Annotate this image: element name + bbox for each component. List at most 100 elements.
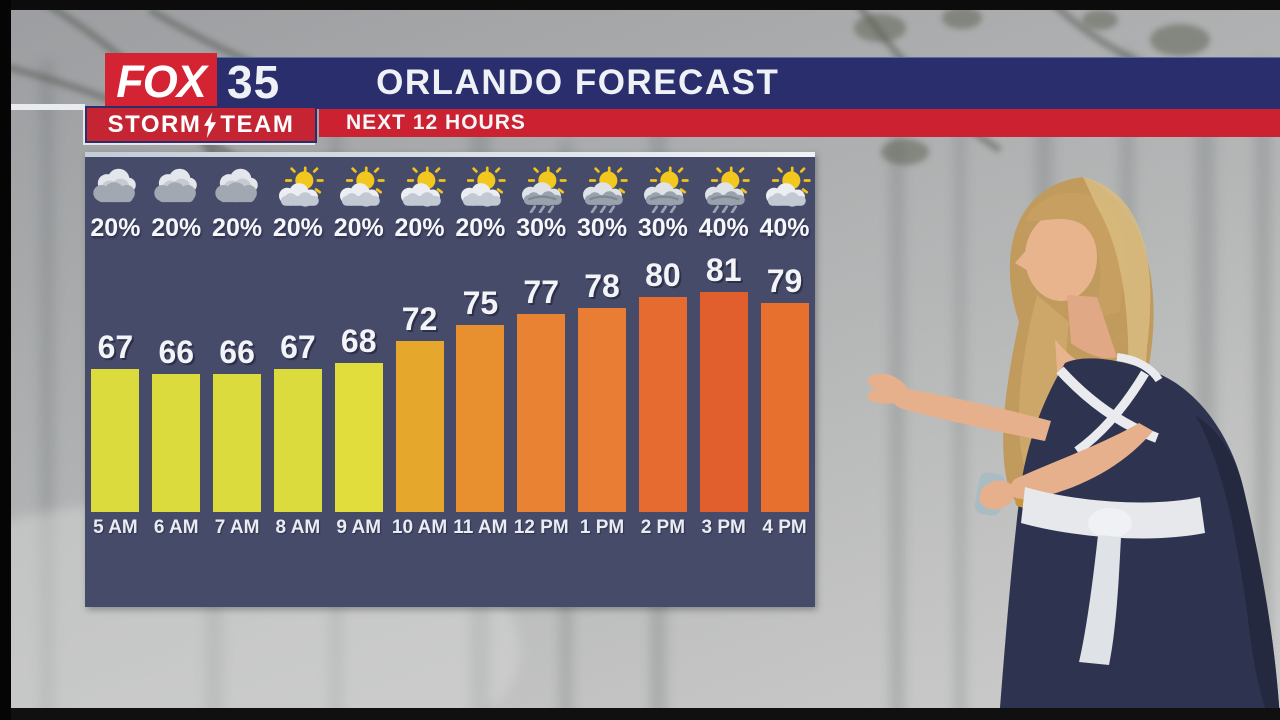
- bar-area: 75: [450, 246, 511, 512]
- fox-logo-text: FOX: [116, 56, 207, 107]
- bar-area: 81: [693, 246, 754, 512]
- time-label: 2 PM: [640, 517, 686, 538]
- precip-chance-label: 20%: [212, 214, 263, 242]
- forecast-column: 30% 78 1 PM: [572, 157, 633, 539]
- cloudy-icon: [147, 166, 205, 213]
- bar-area: 67: [85, 246, 146, 512]
- partly-sunny-icon: [391, 166, 449, 213]
- lightning-bolt-icon: [204, 111, 217, 138]
- partly-sunny-icon: [269, 166, 327, 213]
- team-label: TEAM: [220, 110, 295, 138]
- precip-chance-label: 30%: [637, 214, 688, 242]
- precip-chance-label: 20%: [333, 214, 384, 242]
- temperature-label: 68: [340, 323, 377, 359]
- forecast-panel: 20% 67 5 AM 20% 66 6 AM 20% 66 7 AM 20% 67 8 AM 20% 6…: [85, 152, 815, 607]
- sun-showers-icon: [573, 166, 631, 213]
- header-title-bar: 35 ORLANDO FORECAST: [217, 56, 1280, 109]
- temperature-label: 78: [584, 268, 620, 304]
- bar-area: 79: [754, 246, 815, 512]
- forecast-column: 30% 77 12 PM: [511, 157, 572, 539]
- time-label: 3 PM: [701, 517, 746, 538]
- sun-showers-icon: [512, 166, 570, 213]
- temperature-label: 77: [523, 274, 559, 310]
- forecast-column: 20% 68 9 AM: [328, 157, 389, 539]
- time-label: 5 AM: [93, 517, 138, 538]
- temperature-bar: [395, 341, 444, 512]
- temperature-bar: [760, 303, 809, 512]
- weather-presenter: [867, 177, 1280, 720]
- bar-area: 66: [146, 246, 207, 512]
- forecast-column: 20% 72 10 AM: [389, 157, 450, 539]
- temperature-label: 79: [766, 263, 803, 299]
- forecast-range-label: NEXT 12 HOURS: [346, 111, 526, 134]
- precip-chance-label: 20%: [151, 214, 202, 242]
- temperature-bar: [152, 374, 201, 512]
- panel-top-edge: [85, 152, 815, 157]
- temperature-bar: [638, 297, 687, 512]
- time-label: 11 AM: [453, 517, 508, 538]
- forecast-column: 20% 66 7 AM: [207, 157, 268, 539]
- letterbox-left: [0, 0, 11, 720]
- time-label: 7 AM: [214, 517, 260, 538]
- bar-area: 78: [572, 246, 633, 512]
- precip-chance-label: 30%: [577, 214, 628, 242]
- bar-area: 67: [267, 246, 328, 512]
- page-title: ORLANDO FORECAST: [376, 63, 780, 102]
- bar-area: 66: [207, 246, 268, 512]
- temperature-bar: [456, 325, 505, 512]
- temperature-label: 66: [219, 334, 255, 370]
- temperature-label: 72: [401, 301, 438, 337]
- forecast-column: 40% 79 4 PM: [754, 157, 815, 539]
- time-label: 8 AM: [275, 517, 321, 538]
- forecast-column: 20% 66 6 AM: [146, 157, 207, 539]
- time-label: 1 PM: [579, 517, 625, 538]
- precip-chance-label: 20%: [272, 214, 323, 242]
- header-left-line: [11, 104, 85, 110]
- sun-showers-icon: [634, 166, 692, 213]
- time-label: 6 AM: [153, 517, 199, 538]
- storm-team-banner: STORM TEAM: [85, 106, 317, 143]
- partly-sunny-icon: [756, 166, 814, 213]
- header-subtitle-bar: NEXT 12 HOURS: [319, 109, 1280, 137]
- forecast-column: 20% 67 5 AM: [85, 157, 146, 539]
- time-label: 12 PM: [513, 517, 569, 538]
- precip-chance-label: 20%: [394, 214, 445, 242]
- bar-area: 77: [511, 246, 572, 512]
- temperature-bar: [334, 363, 383, 512]
- cloudy-icon: [86, 166, 144, 213]
- temperature-label: 67: [97, 329, 134, 365]
- temperature-bar: [91, 369, 140, 512]
- sun-showers-icon: [695, 166, 753, 213]
- temperature-label: 81: [705, 252, 742, 288]
- time-label: 9 AM: [336, 517, 382, 538]
- time-label: 10 AM: [391, 517, 448, 538]
- precip-chance-label: 40%: [759, 214, 810, 242]
- temperature-label: 80: [645, 257, 681, 293]
- precip-chance-label: 40%: [698, 214, 749, 242]
- partly-sunny-icon: [451, 166, 509, 213]
- bar-area: 80: [632, 246, 693, 512]
- forecast-column: 20% 67 8 AM: [267, 157, 328, 539]
- forecast-column: 20% 75 11 AM: [450, 157, 511, 539]
- storm-label: STORM: [107, 110, 202, 138]
- bar-area: 68: [328, 246, 389, 512]
- temperature-label: 66: [158, 334, 195, 370]
- fox-logo: FOX: [105, 53, 217, 111]
- temperature-bar: [578, 308, 627, 512]
- temperature-bar: [213, 374, 262, 512]
- partly-sunny-icon: [330, 166, 388, 213]
- letterbox-top: [0, 0, 1280, 10]
- precip-chance-label: 30%: [516, 214, 567, 242]
- forecast-columns: 20% 67 5 AM 20% 66 6 AM 20% 66 7 AM 20% 67 8 AM 20% 6…: [85, 157, 815, 539]
- forecast-column: 40% 81 3 PM: [693, 157, 754, 539]
- temperature-label: 67: [280, 329, 316, 365]
- bar-area: 72: [389, 246, 450, 512]
- precip-chance-label: 20%: [455, 214, 506, 242]
- channel-number: 35: [227, 56, 281, 108]
- temperature-bar: [273, 369, 322, 512]
- letterbox-bottom: [0, 708, 1280, 720]
- cloudy-icon: [208, 166, 266, 213]
- temperature-label: 75: [462, 285, 499, 321]
- forecast-column: 30% 80 2 PM: [632, 157, 693, 539]
